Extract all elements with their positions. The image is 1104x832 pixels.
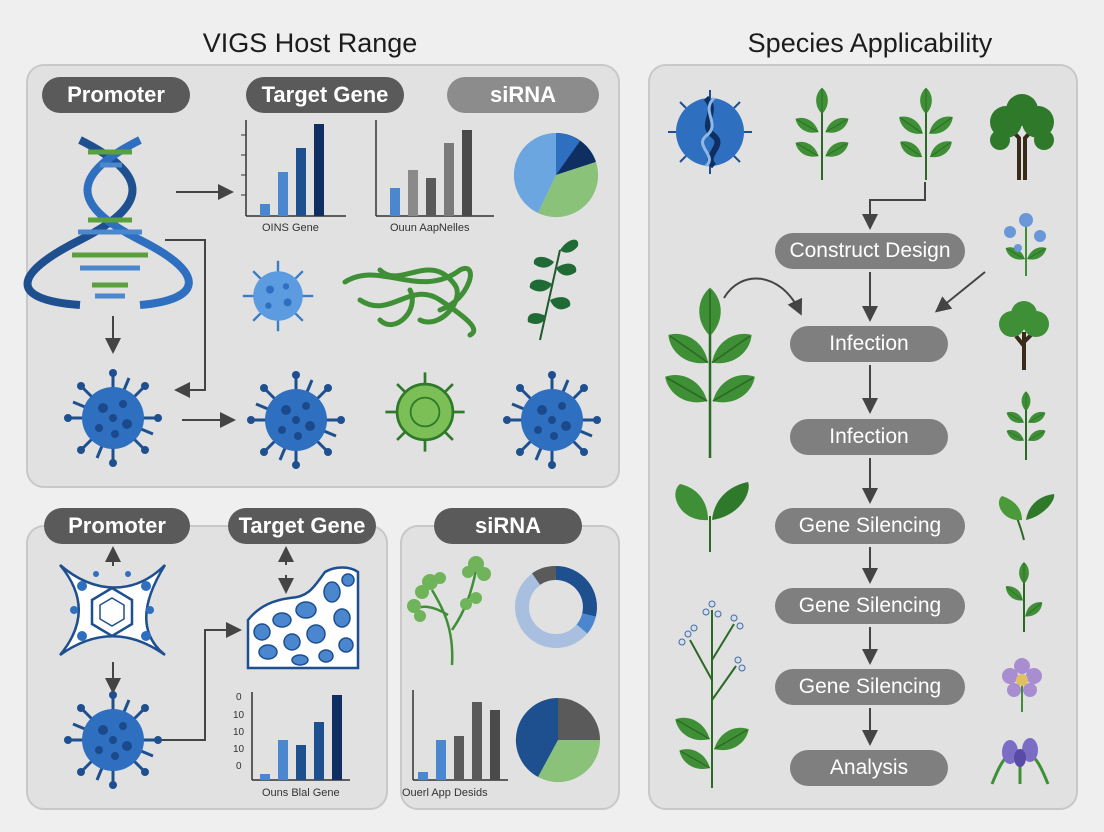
chart3-label: Ouns Blal Gene (262, 787, 340, 799)
bar (426, 178, 436, 216)
bar (260, 774, 270, 780)
purple-flower-icon (1002, 658, 1042, 712)
virus-dna-icon (668, 90, 752, 174)
flow-step-infection-1: Infection (790, 326, 948, 362)
flow-step-analysis: Analysis (790, 750, 948, 786)
target-gene-pill: Target Gene (246, 77, 404, 113)
bar (296, 745, 306, 780)
virus-icon (242, 260, 314, 332)
virus-icon (245, 369, 347, 471)
dna-helix-icon (23, 136, 193, 309)
tick-label: 0 (236, 692, 242, 703)
bar (390, 188, 400, 216)
bar (444, 143, 454, 216)
chart4-label: Ouerl App Desids (402, 787, 488, 799)
target-gene-pill-bottom: Target Gene (228, 508, 376, 544)
bar (314, 124, 324, 216)
bar-chart-top-1: OINS Gene (241, 120, 346, 234)
tick-label: 10 (233, 727, 245, 738)
bar (278, 172, 288, 216)
bar (490, 710, 500, 780)
flow-step-infection-2: Infection (790, 419, 948, 455)
promoter-pill: Promoter (42, 77, 190, 113)
sapling-icon (1004, 390, 1048, 460)
virus-icon (501, 369, 603, 471)
flow-step-gene-silencing-1: Gene Silencing (775, 508, 965, 544)
leaf-icon (527, 239, 579, 341)
bar (436, 740, 446, 780)
donut-chart (515, 566, 597, 648)
leaf-pair-icon (675, 482, 749, 552)
tree-icon (999, 301, 1049, 370)
cell-diagram-icon (59, 564, 167, 657)
bar-chart-top-2: Ouun AapNelles (375, 120, 494, 234)
tree-icon (990, 94, 1054, 180)
bar-chart-bottom-2: Ouerl App Desids (402, 690, 508, 799)
flow-arrows (723, 182, 986, 746)
green-virus-icon (385, 372, 465, 452)
virus-icon (62, 367, 164, 469)
pie-chart-top (513, 132, 599, 218)
vine-icon (342, 266, 477, 338)
tick-label: 10 (233, 710, 245, 721)
bottom-connector-arrows (105, 546, 294, 741)
crocus-icon (990, 738, 1050, 785)
plant-icon (658, 286, 762, 458)
sirna-pill-bottom: siRNA (434, 508, 582, 544)
bar (278, 740, 288, 780)
chart2-label: Ouun AapNelles (390, 222, 470, 234)
plant-icon (407, 556, 491, 666)
right-title: Species Applicability (747, 28, 993, 58)
flower-icon (1002, 213, 1050, 276)
tissue-diagram-icon (246, 566, 360, 670)
pie-chart-bottom (515, 697, 601, 783)
tick-label: 10 (233, 744, 245, 755)
bar (314, 722, 324, 780)
seedling-icon (895, 87, 957, 180)
sirna-pill: siRNA (447, 77, 599, 113)
flow-step-gene-silencing-2: Gene Silencing (775, 588, 965, 624)
leaf-pair-icon (998, 494, 1055, 541)
wildflower-plant-icon (670, 600, 754, 788)
bar (462, 130, 472, 216)
bar (296, 148, 306, 216)
promoter-pill-bottom: Promoter (44, 508, 190, 544)
bar (418, 772, 428, 780)
flow-step-construct-design: Construct Design (775, 233, 965, 269)
bar (260, 204, 270, 216)
bar-chart-bottom-1: 0 10 10 10 0 Ouns Blal Gene (233, 692, 350, 799)
seedling-icon (792, 87, 852, 180)
connector-arrows (105, 184, 236, 428)
left-title: VIGS Host Range (202, 28, 418, 58)
bar (454, 736, 464, 780)
flow-step-gene-silencing-3: Gene Silencing (775, 669, 965, 705)
sapling-icon (1002, 561, 1046, 632)
bar (332, 695, 342, 780)
virus-icon (62, 689, 164, 791)
bar (408, 170, 418, 216)
bar (472, 702, 482, 780)
tick-label: 0 (236, 761, 242, 772)
chart1-label: OINS Gene (262, 222, 319, 234)
